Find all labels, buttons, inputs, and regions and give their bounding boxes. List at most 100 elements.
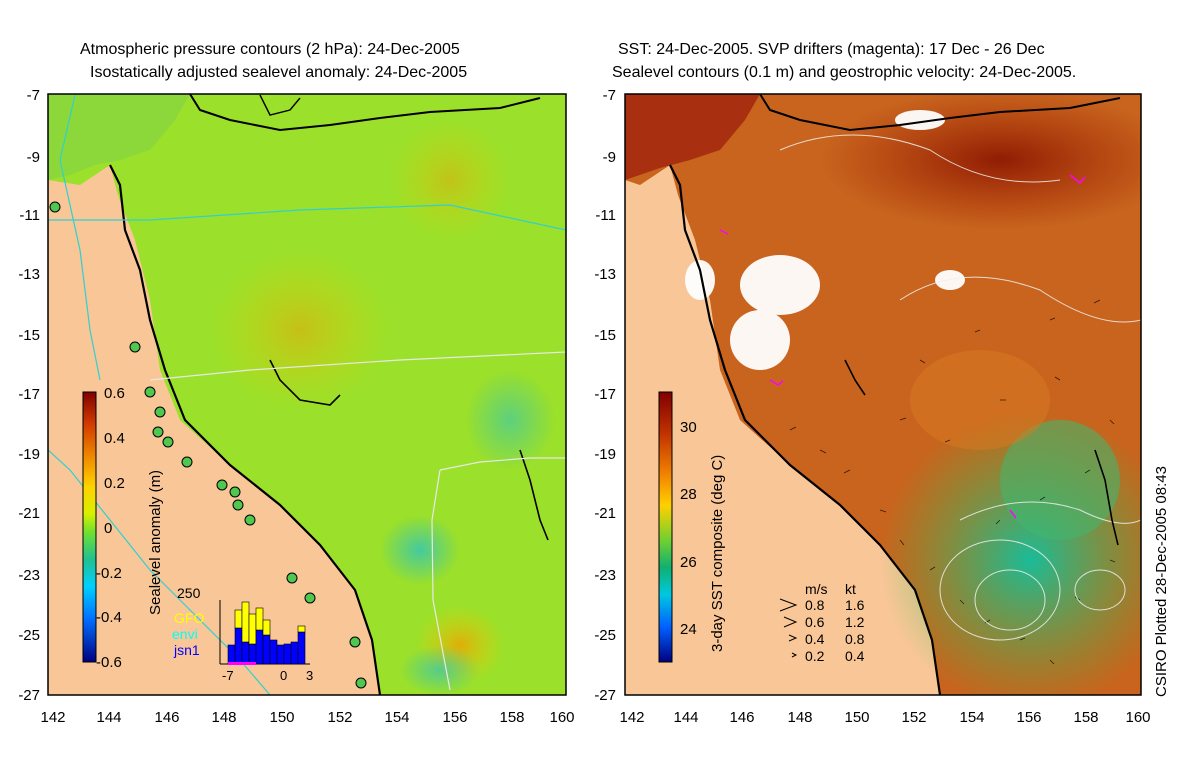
x-tick-label: 152: [901, 709, 926, 726]
y-tick-label: -13: [594, 266, 616, 283]
velocity-legend-header-ms: m/s: [805, 581, 828, 597]
x-tick-label: 152: [327, 709, 352, 726]
right-map: [625, 94, 1141, 695]
inset-ymax-label: 250: [177, 585, 201, 601]
velocity-legend: m/s kt 0.8 1.6 0.6 1.2 0.4 0.8 0.2 0.4: [779, 581, 865, 664]
sst-tick: 30: [680, 419, 697, 436]
inset-legend-envi: envi: [172, 626, 198, 642]
left-title-line2: Isostatically adjusted sealevel anomaly:…: [90, 64, 468, 81]
velocity-legend-ms: 0.8: [805, 597, 825, 613]
right-coastline: [669, 164, 942, 695]
inset-xtick: 3: [306, 668, 313, 683]
sst-colorbar: [658, 391, 673, 663]
velocity-legend-kt: 1.6: [845, 597, 865, 613]
velocity-arrow-sample: [783, 616, 798, 628]
right-y-axis: -7 -9 -11 -13 -15 -17 -19 -21 -23 -25 -2…: [594, 87, 616, 704]
y-tick-label: -11: [595, 207, 616, 224]
velocity-legend-ms: 0.2: [805, 648, 825, 664]
coastal-markers: [49, 201, 367, 689]
velocity-legend-kt: 0.4: [845, 648, 865, 664]
y-tick-label: -19: [594, 446, 616, 463]
inset-legend-gfo: GFO: [174, 610, 204, 626]
x-tick-label: 144: [96, 709, 121, 726]
x-tick-label: 154: [959, 709, 984, 726]
left-coastline: [109, 164, 382, 695]
sla-tick: 0: [104, 520, 112, 537]
y-tick-label: -17: [18, 386, 40, 403]
x-tick-label: 160: [549, 709, 574, 726]
y-tick-label: -23: [594, 567, 616, 584]
sla-tick: 0.2: [104, 475, 125, 492]
right-title-line1: SST: 24-Dec-2005. SVP drifters (magenta)…: [618, 41, 1045, 58]
y-tick-label: -7: [603, 87, 616, 104]
right-title-line2: Sealevel contours (0.1 m) and geostrophi…: [612, 64, 1077, 81]
y-tick-label: -21: [18, 505, 40, 522]
sla-tick: -0.4: [96, 609, 122, 626]
y-tick-label: -25: [594, 627, 616, 644]
x-tick-label: 156: [442, 709, 467, 726]
y-tick-label: -17: [594, 386, 616, 403]
sla-tick: 0.4: [104, 430, 125, 447]
y-tick-label: -15: [18, 327, 40, 344]
y-tick-label: -19: [18, 446, 40, 463]
x-tick-label: 148: [787, 709, 812, 726]
inset-xtick: 0: [280, 668, 287, 683]
sst-tick: 24: [680, 621, 697, 638]
inset-legend-jsn1: jsn1: [173, 642, 200, 658]
x-tick-label: 150: [269, 709, 294, 726]
y-tick-label: -11: [19, 207, 40, 224]
y-tick-label: -9: [603, 149, 616, 166]
sla-colorbar-ticks: 0.6 0.4 0.2 0 -0.2 -0.4 -0.6: [96, 385, 125, 671]
sla-colorbar: [82, 391, 97, 663]
left-pressure-contour: [48, 204, 566, 231]
sealevel-contours: [779, 134, 1141, 641]
right-x-axis: 142 144 146 148 150 152 154 156 158 160: [619, 709, 1150, 726]
right-map-frame: [624, 93, 1142, 696]
inset-xtick: -7: [222, 668, 234, 683]
y-tick-label: -23: [18, 567, 40, 584]
sla-tick: 0.6: [104, 385, 125, 402]
sla-tick: -0.2: [96, 565, 122, 582]
plot-credit: CSIRO Plotted 28-Dec-2005 08:43: [1153, 466, 1170, 697]
left-y-axis: -7 -9 -11 -13 -15 -17 -19 -21 -23 -25 -2…: [18, 87, 40, 704]
x-tick-label: 142: [40, 709, 65, 726]
velocity-legend-ms: 0.6: [805, 614, 825, 630]
sst-tick: 28: [680, 486, 697, 503]
x-tick-label: 148: [211, 709, 236, 726]
inset-histogram: 250 GFO envi jsn1 -7 0 3: [172, 585, 313, 683]
velocity-legend-ms: 0.4: [805, 631, 825, 647]
sla-colorbar-label: Sealevel anomaly (m): [147, 470, 164, 615]
x-tick-label: 146: [154, 709, 179, 726]
svp-drifter-tracks: [719, 174, 1086, 519]
y-tick-label: -27: [18, 687, 40, 704]
x-tick-label: 160: [1125, 709, 1150, 726]
left-map-frame: [47, 93, 567, 696]
y-tick-label: -27: [594, 687, 616, 704]
velocity-arrow-sample: [791, 652, 798, 658]
x-tick-label: 158: [499, 709, 524, 726]
velocity-legend-kt: 0.8: [845, 631, 865, 647]
x-tick-label: 144: [673, 709, 698, 726]
x-tick-label: 158: [1073, 709, 1098, 726]
x-tick-label: 146: [729, 709, 754, 726]
sst-colorbar-label: 3-day SST composite (deg C): [709, 455, 726, 652]
left-title-line1: Atmospheric pressure contours (2 hPa): 2…: [80, 41, 460, 58]
velocity-arrow-sample: [788, 634, 798, 642]
sst-tick: 26: [680, 554, 697, 571]
y-tick-label: -7: [27, 87, 40, 104]
x-tick-label: 142: [619, 709, 644, 726]
left-map: [48, 94, 566, 695]
velocity-legend-header-kt: kt: [845, 581, 856, 597]
y-tick-label: -9: [27, 149, 40, 166]
x-tick-label: 156: [1016, 709, 1041, 726]
sla-tick: -0.6: [96, 654, 122, 671]
cloud-mask: [685, 110, 965, 370]
velocity-legend-kt: 1.2: [845, 614, 865, 630]
y-tick-label: -25: [18, 627, 40, 644]
y-tick-label: -15: [594, 327, 616, 344]
y-tick-label: -13: [18, 266, 40, 283]
sst-colorbar-ticks: 30 28 26 24: [680, 419, 697, 638]
x-tick-label: 154: [384, 709, 409, 726]
left-x-axis: 142 144 146 148 150 152 154 156 158 160: [40, 709, 574, 726]
